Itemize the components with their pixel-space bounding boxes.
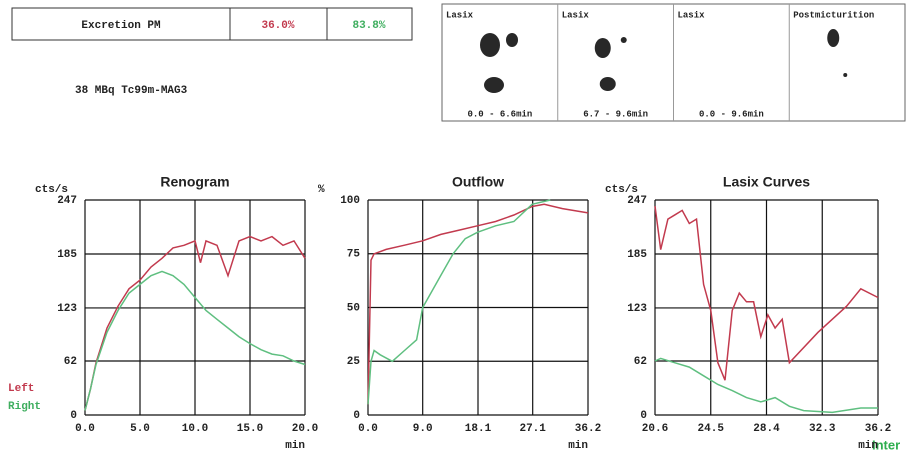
chart-title: Lasix Curves xyxy=(723,174,810,190)
panel-label: Lasix xyxy=(678,10,706,20)
uptake-blob xyxy=(843,73,848,77)
series-line xyxy=(367,199,551,405)
y-axis-label: cts/s xyxy=(605,184,638,196)
x-tick-label: 27.1 xyxy=(519,423,546,435)
x-tick-label: 20.6 xyxy=(642,423,668,435)
series-line xyxy=(367,203,589,405)
y-tick-label: 100 xyxy=(340,195,360,207)
x-tick-label: 36.2 xyxy=(575,423,601,435)
panel-label: Postmicturition xyxy=(793,10,874,20)
x-tick-label: 0.0 xyxy=(75,423,95,435)
panel-label: Lasix xyxy=(446,10,474,20)
y-axis-label: % xyxy=(318,184,325,196)
x-tick-label: 5.0 xyxy=(130,423,150,435)
y-tick-label: 0 xyxy=(70,410,77,422)
table-label: Excretion PM xyxy=(81,20,161,32)
y-tick-label: 0 xyxy=(353,410,360,422)
y-tick-label: 185 xyxy=(627,249,647,261)
uptake-blob xyxy=(594,38,611,58)
y-tick-label: 123 xyxy=(57,303,77,315)
panel-time: 0.0 - 6.6min xyxy=(467,109,532,119)
legend-left: Left xyxy=(8,383,34,395)
series-line xyxy=(84,235,306,411)
x-tick-label: 28.4 xyxy=(753,423,780,435)
y-tick-label: 123 xyxy=(627,303,647,315)
y-tick-label: 247 xyxy=(627,195,647,207)
y-tick-label: 25 xyxy=(347,356,361,368)
panel-time: 0.0 - 9.6min xyxy=(699,109,764,119)
note: 38 MBq Tc99m-MAG3 xyxy=(75,85,188,97)
legend-right: Right xyxy=(8,401,41,413)
uptake-blob xyxy=(480,33,500,57)
uptake-blob xyxy=(599,77,616,91)
panel-label: Lasix xyxy=(562,10,590,20)
y-tick-label: 75 xyxy=(347,249,361,261)
x-tick-label: 32.3 xyxy=(809,423,836,435)
y-tick-label: 185 xyxy=(57,249,77,261)
uptake-blob xyxy=(484,77,504,93)
x-tick-label: 18.1 xyxy=(465,423,492,435)
series-line xyxy=(654,357,878,414)
uptake-blob xyxy=(827,29,840,47)
x-axis-label: min xyxy=(568,440,588,452)
right-value: 83.8% xyxy=(352,20,385,32)
y-tick-label: 0 xyxy=(640,410,647,422)
uptake-blob xyxy=(620,37,627,43)
y-tick-label: 247 xyxy=(57,195,77,207)
panel-time: 6.7 - 9.6min xyxy=(583,109,648,119)
x-tick-label: 10.0 xyxy=(182,423,208,435)
x-tick-label: 15.0 xyxy=(237,423,263,435)
excretion-table xyxy=(11,7,413,41)
chart-title: Renogram xyxy=(160,174,229,190)
x-tick-label: 24.5 xyxy=(698,423,725,435)
x-axis-label: min xyxy=(858,440,878,452)
status-text: Inter xyxy=(872,437,900,452)
y-axis-label: cts/s xyxy=(35,184,68,196)
x-tick-label: 36.2 xyxy=(865,423,891,435)
y-tick-label: 62 xyxy=(634,356,647,368)
uptake-blob xyxy=(506,33,518,47)
y-tick-label: 62 xyxy=(64,356,77,368)
x-tick-label: 9.0 xyxy=(413,423,433,435)
x-tick-label: 20.0 xyxy=(292,423,318,435)
x-tick-label: 0.0 xyxy=(358,423,378,435)
series-line xyxy=(654,206,879,381)
table-border xyxy=(11,7,413,41)
chart-title: Outflow xyxy=(452,174,504,190)
y-tick-label: 50 xyxy=(347,302,360,314)
x-axis-label: min xyxy=(285,440,305,452)
left-value: 36.0% xyxy=(261,20,294,32)
series-line xyxy=(84,270,306,411)
